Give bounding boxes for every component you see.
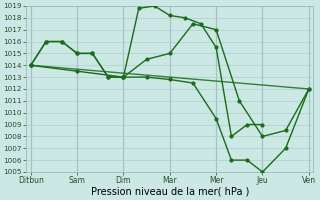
X-axis label: Pression niveau de la mer( hPa ): Pression niveau de la mer( hPa )	[91, 187, 249, 197]
